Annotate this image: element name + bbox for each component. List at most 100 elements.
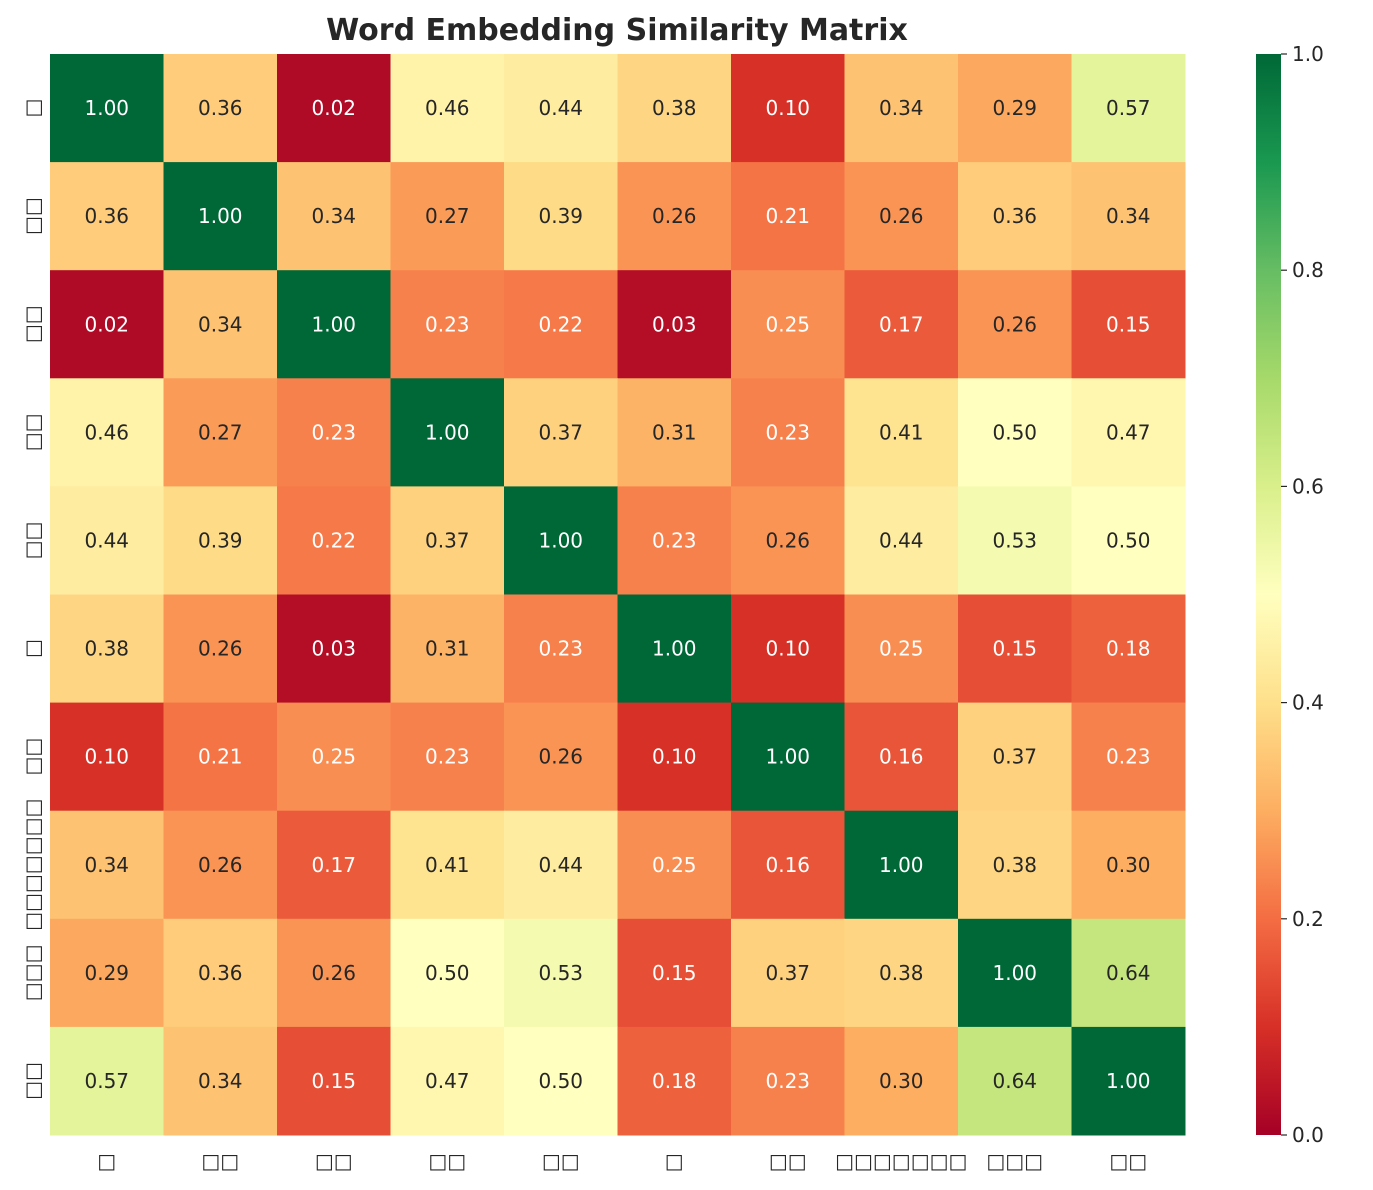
heatmap-cell	[844, 54, 959, 163]
heatmap-cell	[731, 702, 845, 812]
heatmap-cell	[163, 702, 278, 812]
heatmap-cell	[731, 486, 845, 595]
heatmap-cell	[390, 1026, 505, 1136]
colorbar-tick-label: 0.0	[1292, 1123, 1324, 1147]
heatmap-cell	[50, 702, 164, 812]
y-tick-label: □□	[21, 197, 45, 235]
heatmap-cell	[504, 810, 618, 920]
heatmap-cell	[844, 702, 959, 812]
heatmap-cell	[163, 810, 278, 920]
heatmap-cell	[617, 594, 732, 704]
heatmap-cell	[163, 54, 278, 163]
cell-value-label: 0.38	[992, 853, 1037, 877]
cell-value-label: 0.26	[652, 204, 697, 228]
heatmap-cell	[390, 270, 505, 379]
heatmap-cell	[958, 54, 1072, 163]
cell-value-label: 0.29	[84, 961, 129, 985]
cell-value-label: 0.37	[992, 745, 1037, 769]
cell-value-label: 0.53	[538, 961, 583, 985]
cell-value-label: 0.50	[538, 1069, 583, 1093]
cell-value-label: 0.17	[879, 312, 924, 336]
cell-value-label: 0.26	[879, 204, 924, 228]
x-axis-labels: □ □□ □□ □□ □□ □ □□ □□□□□□□ □□□ □□	[97, 1149, 1147, 1173]
cell-value-label: 0.30	[1106, 853, 1151, 877]
heatmap-cell	[617, 54, 732, 163]
heatmap-cell	[844, 594, 959, 704]
x-tick-label: □□□	[986, 1149, 1043, 1173]
cell-value-label: 0.37	[765, 961, 810, 985]
heatmap-cell	[731, 810, 845, 920]
heatmap-cell	[958, 270, 1072, 379]
cell-value-label: 0.57	[84, 1069, 129, 1093]
heatmap-cell	[1071, 810, 1186, 920]
heatmap-cell	[958, 702, 1072, 812]
cell-value-label: 0.34	[84, 853, 129, 877]
cell-value-label: 1.00	[1106, 1069, 1151, 1093]
cell-value-label: 0.34	[879, 96, 924, 120]
x-tick-label: □□	[769, 1149, 807, 1173]
cell-value-label: 0.34	[311, 204, 356, 228]
heatmap-cell	[277, 594, 391, 704]
cell-value-label: 0.57	[1106, 96, 1151, 120]
cell-value-label: 1.00	[311, 312, 356, 336]
cell-value-label: 0.18	[1106, 637, 1151, 661]
heatmap-cell	[390, 378, 505, 487]
heatmap-cell	[50, 918, 164, 1028]
cell-value-label: 0.25	[311, 745, 356, 769]
cell-value-label: 0.36	[84, 204, 129, 228]
heatmap-cell	[504, 54, 618, 163]
heatmap-cell	[958, 162, 1072, 271]
heatmap-cell	[50, 486, 164, 595]
heatmap-cell	[277, 1026, 391, 1136]
colorbar-tick-label: 0.4	[1292, 691, 1324, 715]
cell-value-label: 0.10	[84, 745, 129, 769]
heatmap-cell	[731, 1026, 845, 1136]
cell-value-label: 0.17	[311, 853, 356, 877]
heatmap-cell	[617, 270, 732, 379]
heatmap-cell	[1071, 702, 1186, 812]
heatmap-cell	[958, 810, 1072, 920]
heatmap-cell	[277, 162, 391, 271]
cell-value-label: 0.53	[992, 528, 1037, 552]
cell-value-label: 0.10	[765, 637, 810, 661]
heatmap-cell	[617, 1026, 732, 1136]
cell-value-label: 1.00	[84, 96, 129, 120]
x-tick-label: □□	[1109, 1149, 1147, 1173]
cell-value-label: 0.41	[425, 853, 470, 877]
cell-value-label: 0.31	[652, 420, 697, 444]
heatmap-cell	[277, 378, 391, 487]
heatmap-cell	[390, 810, 505, 920]
cell-value-label: 0.10	[652, 745, 697, 769]
heatmap-cell	[731, 162, 845, 271]
cell-value-label: 0.36	[198, 96, 243, 120]
cell-value-label: 1.00	[538, 528, 583, 552]
heatmap-cell	[277, 486, 391, 595]
cell-value-label: 0.23	[425, 745, 470, 769]
colorbar-tick-label: 1.0	[1292, 42, 1324, 66]
heatmap-cell	[50, 594, 164, 704]
cell-value-label: 0.38	[879, 961, 924, 985]
chart-title: Word Embedding Similarity Matrix	[326, 13, 908, 48]
cell-value-label: 0.26	[311, 961, 356, 985]
heatmap-cell	[844, 270, 959, 379]
cell-value-label: 0.38	[84, 637, 129, 661]
heatmap-cell	[958, 918, 1072, 1028]
cell-value-label: 0.21	[198, 745, 243, 769]
heatmap-cell	[163, 270, 278, 379]
heatmap-cell	[504, 162, 618, 271]
heatmap-cell	[504, 1026, 618, 1136]
x-tick-label: □	[97, 1149, 116, 1173]
x-tick-label: □	[665, 1149, 684, 1173]
cell-value-label: 0.15	[1106, 312, 1151, 336]
cell-value-label: 0.38	[652, 96, 697, 120]
heatmap-cell	[163, 378, 278, 487]
heatmap-cell	[617, 486, 732, 595]
y-tick-label: □	[21, 99, 45, 118]
cell-value-label: 0.44	[538, 96, 583, 120]
y-tick-label: □□	[21, 738, 45, 776]
cell-value-label: 0.46	[425, 96, 470, 120]
cell-value-label: 0.16	[765, 853, 810, 877]
heatmap-cell	[731, 378, 845, 487]
cell-value-label: 0.44	[84, 528, 129, 552]
heatmap-cell	[50, 162, 164, 271]
